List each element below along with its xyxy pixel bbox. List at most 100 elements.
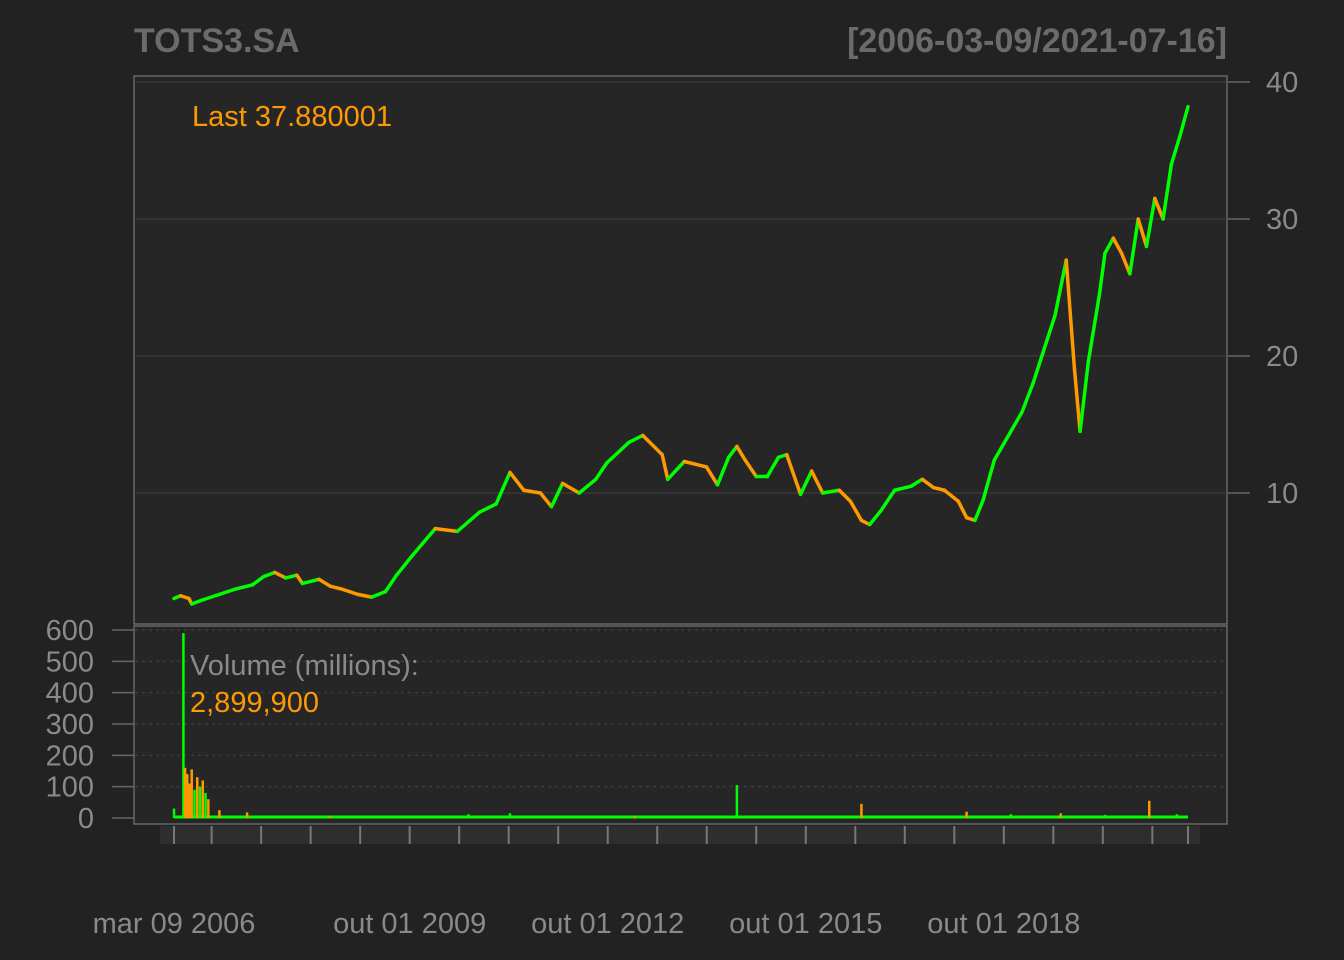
price-segment (594, 461, 609, 482)
price-segment (627, 433, 645, 445)
price-segment (494, 470, 512, 506)
price-segment (508, 470, 526, 493)
price-segment (931, 485, 947, 493)
volume-tick-label: 0 (78, 803, 94, 835)
price-segment (1053, 258, 1068, 317)
price-segment (735, 444, 747, 462)
price-segment (383, 573, 399, 594)
x-tick-label: out 01 2012 (531, 908, 684, 940)
price-segment (339, 587, 360, 597)
last-price-label: Last 37.880001 (192, 101, 392, 133)
price-segment (956, 499, 969, 520)
volume-tick-label: 100 (46, 772, 94, 804)
x-tick-label: out 01 2015 (729, 908, 882, 940)
price-tick-label: 10 (1266, 478, 1298, 510)
price-segment (1153, 196, 1165, 221)
price-segment (837, 488, 853, 503)
price-segment (1009, 410, 1024, 434)
price-segment (1064, 258, 1077, 372)
price-segment (867, 509, 883, 527)
price-segment (477, 502, 498, 514)
price-segment (328, 584, 343, 591)
price-segment (522, 488, 543, 495)
price-segment (234, 583, 255, 591)
price-segment (1020, 381, 1035, 414)
price-tick-label: 40 (1266, 67, 1298, 99)
price-segment (942, 488, 961, 503)
price-segment (1144, 196, 1157, 249)
price-segment (1119, 251, 1132, 276)
price-segment (1042, 313, 1057, 351)
x-tick-label: out 01 2009 (333, 908, 486, 940)
price-segment (1111, 236, 1124, 255)
volume-tick-label: 200 (46, 740, 94, 772)
price-segment (784, 452, 803, 497)
x-tick-label: mar 09 2006 (93, 908, 256, 940)
price-segment (743, 458, 759, 479)
price-segment (765, 455, 781, 479)
x-axis-band (160, 826, 1200, 844)
price-segment (1072, 367, 1082, 434)
price-segment (433, 526, 460, 534)
price-segment (820, 488, 842, 495)
price-segment (455, 510, 482, 534)
price-panel (133, 75, 1228, 625)
price-segment (394, 552, 415, 577)
price-gridlines (135, 81, 1226, 494)
price-segment (1031, 347, 1046, 386)
price-segment (665, 459, 687, 482)
price-segment (217, 587, 238, 597)
price-tick-label: 20 (1266, 341, 1298, 373)
price-segment (538, 491, 554, 509)
price-segment (605, 440, 631, 465)
price-segment (284, 573, 299, 580)
price-segment (317, 577, 332, 588)
price-segment (1161, 162, 1174, 221)
price-segment (726, 444, 739, 460)
price-segment (1103, 236, 1116, 255)
price-segment (992, 429, 1013, 462)
price-segment (981, 458, 997, 502)
volume-label: Volume (millions): (190, 650, 419, 682)
x-axis-ticks: mar 09 2006 out 01 2009 out 01 2012 out 01 … (93, 826, 1189, 940)
price-segment (272, 570, 288, 580)
price-tick-label: 30 (1266, 204, 1298, 236)
volume-tick-label: 400 (46, 678, 94, 710)
price-segment (920, 477, 936, 490)
price-segment (549, 481, 565, 509)
price-segment (909, 477, 925, 488)
volume-tick-label: 500 (46, 646, 94, 678)
price-segment (1128, 217, 1140, 276)
price-segment (1177, 104, 1190, 139)
price-segment (682, 459, 709, 469)
chart-title: TOTS3.SA (134, 22, 300, 60)
price-segment (1086, 292, 1102, 364)
price-segment (879, 488, 897, 513)
price-segment (261, 570, 277, 579)
price-segment (201, 592, 222, 602)
x-tick-label: out 01 2018 (927, 908, 1080, 940)
price-segment (892, 484, 914, 493)
price-segment (1097, 251, 1107, 297)
price-segment (356, 592, 374, 599)
price-segment (798, 469, 814, 497)
price-segment (560, 481, 581, 495)
price-series (172, 104, 1190, 606)
price-segment (715, 455, 731, 487)
price-segment (300, 577, 321, 586)
price-segment (1169, 135, 1182, 166)
price-segment (704, 465, 720, 487)
date-range-label: [2006-03-09/2021-07-16] (847, 22, 1227, 60)
price-segment (973, 498, 985, 523)
price-segment (577, 477, 598, 495)
volume-tick-label: 300 (46, 709, 94, 741)
volume-series (172, 633, 1188, 819)
price-segment (411, 526, 437, 557)
price-segment (646, 439, 664, 457)
price-segment (1136, 217, 1149, 249)
price-segment (1078, 359, 1091, 434)
price-segment (660, 452, 670, 482)
price-segment (369, 589, 388, 599)
